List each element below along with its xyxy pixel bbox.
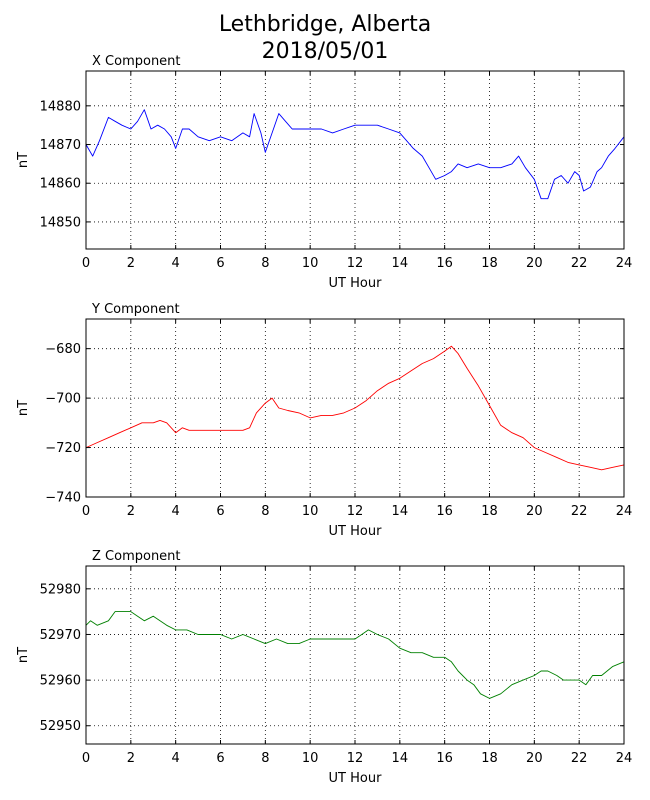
x-tick-label: 14 [392, 504, 409, 519]
x-axis-label: UT Hour [329, 524, 383, 539]
x-tick-label: 2 [127, 256, 135, 271]
y-tick-label: 52960 [40, 674, 81, 689]
x-tick-label: 8 [261, 256, 269, 271]
panel-title: Z Component [92, 549, 181, 564]
x-tick-label: 6 [216, 751, 224, 766]
x-tick-label: 0 [82, 504, 90, 519]
x-tick-label: 24 [616, 504, 633, 519]
x-tick-label: 24 [616, 751, 633, 766]
x-tick-label: 10 [302, 256, 319, 271]
y-axis-label: nT [16, 152, 31, 168]
y-axis-label: nT [16, 400, 31, 416]
x-tick-label: 24 [616, 256, 633, 271]
y-tick-label: 52980 [40, 582, 81, 597]
y-tick-label: −680 [45, 342, 81, 357]
panel-3: 0 2 4 6 8 10 12 14 16 18 20 22 245295052960529705298… [16, 549, 632, 786]
x-tick-label: 10 [302, 751, 319, 766]
x-tick-label: 12 [347, 751, 364, 766]
y-tick-label: 14850 [40, 215, 81, 230]
y-axis-label: nT [16, 647, 31, 663]
y-tick-label: 14870 [40, 138, 81, 153]
x-tick-label: 4 [172, 256, 180, 271]
panel-1: 0 2 4 6 8 10 12 14 16 18 20 22 241485014860148701488… [16, 54, 632, 291]
x-tick-label: 20 [526, 751, 543, 766]
x-tick-label: 6 [216, 504, 224, 519]
y-tick-label: 52970 [40, 628, 81, 643]
x-tick-label: 22 [571, 504, 588, 519]
x-tick-label: 18 [481, 751, 498, 766]
x-tick-label: 4 [172, 751, 180, 766]
x-tick-label: 18 [481, 504, 498, 519]
y-tick-label: 14880 [40, 99, 81, 114]
x-tick-label: 6 [216, 256, 224, 271]
y-tick-label: 14860 [40, 177, 81, 192]
x-tick-label: 8 [261, 504, 269, 519]
x-tick-label: 20 [526, 256, 543, 271]
x-tick-label: 12 [347, 256, 364, 271]
x-tick-label: 20 [526, 504, 543, 519]
x-axis-label: UT Hour [329, 276, 383, 291]
y-tick-label: −700 [45, 392, 81, 407]
y-tick-label: 52950 [40, 719, 81, 734]
x-tick-label: 18 [481, 256, 498, 271]
x-tick-label: 14 [392, 256, 409, 271]
panel-title: X Component [92, 54, 181, 69]
x-tick-label: 22 [571, 751, 588, 766]
x-tick-label: 2 [127, 504, 135, 519]
x-tick-label: 14 [392, 751, 409, 766]
y-tick-label: −720 [45, 441, 81, 456]
x-tick-label: 10 [302, 504, 319, 519]
x-tick-label: 2 [127, 751, 135, 766]
y-tick-label: −740 [45, 491, 81, 506]
x-tick-label: 12 [347, 504, 364, 519]
chart-title-line1: Lethbridge, Alberta [218, 12, 432, 37]
series-line [85, 345, 625, 471]
chart-title-line2: 2018/05/01 [261, 39, 389, 64]
panel-title: Y Component [91, 302, 180, 317]
x-tick-label: 16 [436, 751, 453, 766]
x-tick-label: 0 [82, 256, 90, 271]
x-tick-label: 0 [82, 751, 90, 766]
x-tick-label: 16 [436, 504, 453, 519]
x-tick-label: 22 [571, 256, 588, 271]
series-line [85, 109, 625, 200]
x-tick-label: 16 [436, 256, 453, 271]
x-axis-label: UT Hour [329, 771, 383, 786]
x-tick-label: 8 [261, 751, 269, 766]
series-line [85, 611, 625, 699]
x-tick-label: 4 [172, 504, 180, 519]
